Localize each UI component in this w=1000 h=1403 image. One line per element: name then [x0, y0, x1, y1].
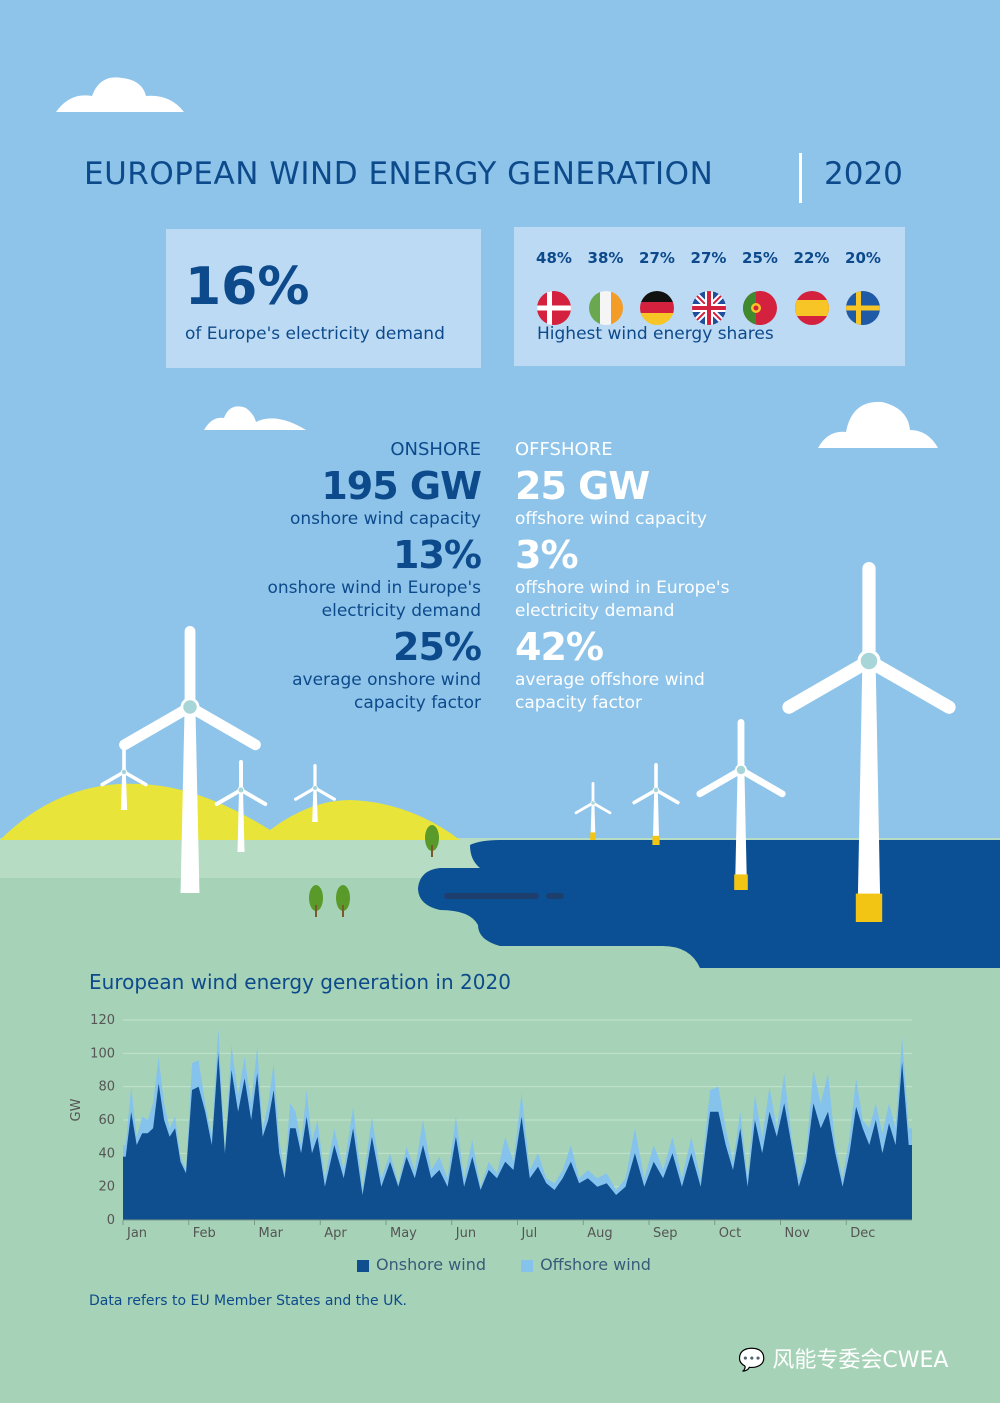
onshore-share-label: onshore wind in Europe's	[267, 578, 482, 598]
offshore-share: 3%	[515, 533, 579, 577]
wechat-icon: 💬	[738, 1348, 766, 1373]
shares-box: 48% 38% 27% 27% 25% 22% 20% Highest wind energ…	[514, 227, 905, 366]
shares-label: Highest wind energy shares	[537, 324, 774, 344]
chart-title: European wind energy generation in 2020	[89, 970, 511, 994]
offshore-share-label: offshore wind in Europe's	[515, 578, 730, 598]
share-value: 48%	[536, 249, 572, 267]
onshore-share: 13%	[393, 533, 482, 577]
offshore-factor-label: capacity factor	[515, 693, 642, 713]
page-year: 2020	[824, 156, 903, 192]
portugal-flag-icon	[743, 291, 777, 325]
wind-turbine-icon	[782, 561, 956, 922]
legend-label: Onshore wind	[376, 1255, 486, 1274]
y-tick-label: 0	[107, 1213, 115, 1228]
footnote: Data refers to EU Member States and the …	[89, 1293, 407, 1309]
y-tick-label: 80	[98, 1080, 115, 1095]
sweden-flag-icon	[846, 291, 880, 325]
x-tick-label: Feb	[193, 1226, 216, 1241]
onshore-wind-area	[123, 1053, 912, 1220]
tree-icon	[336, 885, 350, 917]
wind-turbine-icon	[632, 762, 680, 845]
legend-swatch-offshore	[521, 1259, 534, 1272]
x-tick-label: Aug	[587, 1226, 612, 1241]
legend-onshore: Onshore wind	[357, 1255, 486, 1274]
x-tick-label: Mar	[259, 1226, 284, 1241]
offshore-capacity-label: offshore wind capacity	[515, 509, 707, 529]
cloud-icon	[204, 406, 306, 430]
uk-flag-icon	[691, 291, 726, 325]
share-value: 38%	[587, 249, 624, 267]
y-tick-label: 20	[98, 1180, 115, 1195]
y-tick-label: 100	[90, 1046, 115, 1061]
wind-turbine-icon	[119, 626, 261, 893]
watermark: 💬 风能专委会CWEA	[738, 1342, 948, 1374]
x-tick-label: Sep	[653, 1226, 678, 1241]
denmark-flag-icon	[537, 291, 571, 325]
offshore-column: OFFSHORE 25 GW offshore wind capacity 3%…	[515, 439, 815, 715]
wind-turbine-icon	[214, 760, 268, 852]
cloud-icon	[818, 401, 938, 448]
onshore-capacity-label: onshore wind capacity	[289, 509, 481, 529]
title-divider	[799, 153, 802, 203]
onshore-share-label: electricity demand	[321, 601, 481, 621]
spain-flag-icon	[794, 291, 829, 325]
ireland-flag-icon	[588, 291, 623, 325]
legend-label: Offshore wind	[540, 1255, 651, 1274]
offshore-factor: 42%	[515, 625, 604, 669]
onshore-factor-label: average onshore wind	[292, 670, 481, 690]
y-tick-label: 40	[98, 1146, 115, 1161]
x-tick-label: Oct	[719, 1226, 741, 1241]
share-value: 27%	[690, 249, 727, 267]
wave	[444, 893, 539, 899]
share-value: 25%	[742, 249, 778, 267]
x-tick-label: Jan	[126, 1226, 147, 1241]
x-tick-label: Nov	[785, 1226, 811, 1241]
sea	[418, 840, 1000, 968]
onshore-factor-label: capacity factor	[354, 693, 481, 713]
hills	[0, 783, 460, 840]
wind-turbine-icon	[696, 719, 786, 890]
chart-legend: Onshore wind Offshore wind	[357, 1255, 651, 1274]
share-value: 22%	[793, 249, 830, 267]
x-tick-label: May	[390, 1226, 417, 1241]
y-axis-label: GW	[69, 1098, 84, 1121]
onshore-column: ONSHORE 195 GW onshore wind capacity 13%…	[181, 439, 483, 715]
x-tick-label: Jun	[455, 1226, 476, 1241]
share-value: 20%	[845, 249, 881, 267]
offshore-share-label: electricity demand	[515, 601, 675, 621]
x-tick-label: Dec	[850, 1226, 875, 1241]
germany-flag-icon	[640, 291, 674, 325]
wind-turbine-icon	[100, 744, 148, 810]
y-tick-label: 120	[90, 1013, 115, 1028]
onshore-capacity: 195 GW	[321, 464, 482, 508]
offshore-capacity: 25 GW	[515, 464, 650, 508]
sky	[0, 0, 1000, 845]
tree-icon	[425, 825, 439, 857]
generation-chart: 0 20 40 60 80 100 120 GW Jan Feb Mar Apr May Jun Jul Au…	[69, 1013, 912, 1241]
legend-swatch-onshore	[357, 1259, 369, 1272]
watermark-text: 风能专委会CWEA	[772, 1348, 949, 1373]
offshore-factor-label: average offshore wind	[515, 670, 705, 690]
demand-box: 16% of Europe's electricity demand	[166, 229, 481, 368]
offshore-heading: OFFSHORE	[515, 439, 613, 460]
onshore-factor: 25%	[393, 625, 482, 669]
wind-turbine-icon	[294, 763, 336, 822]
share-value: 27%	[639, 249, 675, 267]
page-title: EUROPEAN WIND ENERGY GENERATION	[84, 156, 714, 192]
wind-turbine-icon	[574, 782, 612, 840]
demand-value: 16%	[185, 257, 310, 317]
wave	[546, 893, 564, 899]
cloud-icon	[56, 77, 184, 112]
demand-label: of Europe's electricity demand	[185, 324, 445, 344]
onshore-heading: ONSHORE	[390, 439, 481, 460]
tree-icon	[309, 885, 323, 917]
y-tick-label: 60	[98, 1113, 115, 1128]
x-tick-label: Jul	[521, 1226, 538, 1241]
x-tick-label: Apr	[324, 1226, 347, 1241]
legend-offshore: Offshore wind	[521, 1255, 651, 1274]
